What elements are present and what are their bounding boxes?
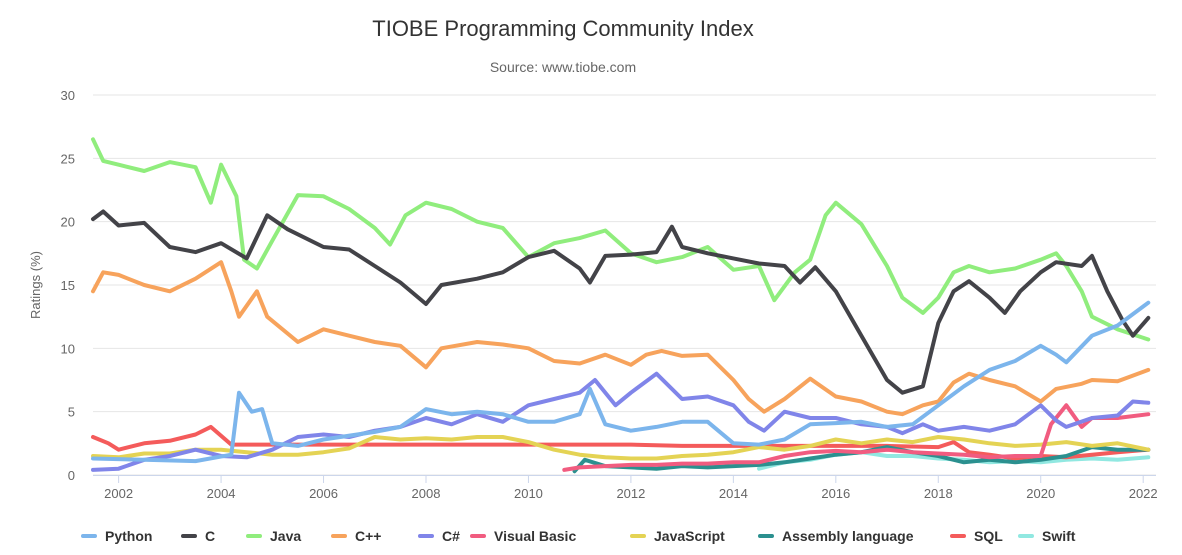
legend-swatch-icon: [758, 534, 774, 538]
x-axis-ticks: 2002 2004 2006 2008 2010 2012 2014 2016 2018 2020…: [93, 475, 1158, 501]
x-tick-label: 2016: [821, 486, 850, 501]
y-axis-ticks: 0 5 10 15 20 25 30: [61, 88, 75, 483]
legend: Python C Java C++ C# Visual Basic JavaScript As…: [0, 522, 1182, 550]
legend-item-c[interactable]: C: [181, 526, 215, 546]
legend-item-assembly-language[interactable]: Assembly language: [758, 526, 914, 546]
legend-swatch-icon: [1018, 534, 1034, 538]
chart-plot: 0 5 10 15 20 25 30 2002 2004 2006 2008 2010 2012 201…: [28, 88, 1158, 501]
series-line-javascript[interactable]: [91, 435, 1151, 461]
x-tick-label: 2004: [207, 486, 236, 501]
legend-swatch-icon: [331, 534, 347, 538]
chart-title: TIOBE Programming Community Index: [372, 16, 754, 41]
y-tick-label: 10: [61, 341, 75, 356]
x-tick-label: 2014: [719, 486, 748, 501]
series-lines: [91, 137, 1151, 474]
series-line-visual-basic[interactable]: [562, 403, 1151, 472]
legend-swatch-icon: [950, 534, 966, 538]
legend-label: C++: [355, 528, 382, 544]
chart-subtitle: Source: www.tiobe.com: [489, 59, 637, 75]
x-tick-label: 2020: [1026, 486, 1055, 501]
legend-swatch-icon: [181, 534, 197, 538]
legend-item-java[interactable]: Java: [246, 526, 301, 546]
x-tick-label: 2006: [309, 486, 338, 501]
y-tick-label: 30: [61, 88, 75, 103]
legend-label: Swift: [1042, 528, 1076, 544]
x-tick-label: 2002: [104, 486, 133, 501]
y-tick-label: 5: [68, 405, 75, 420]
series-line-sql[interactable]: [91, 424, 1151, 461]
series-line-c[interactable]: [91, 260, 1151, 417]
y-axis-label: Ratings (%): [28, 251, 43, 319]
legend-label: Java: [270, 528, 302, 544]
y-tick-label: 15: [61, 278, 75, 293]
series-line-c[interactable]: [91, 371, 1151, 472]
legend-label: Assembly language: [782, 528, 914, 544]
legend-swatch-icon: [470, 534, 486, 538]
gridlines: [93, 94, 1156, 476]
legend-item-javascript[interactable]: JavaScript: [630, 526, 725, 546]
x-tick-label: 2012: [616, 486, 645, 501]
legend-swatch-icon: [81, 534, 97, 538]
legend-swatch-icon: [246, 534, 262, 538]
legend-label: C#: [442, 528, 460, 544]
legend-swatch-icon: [418, 534, 434, 538]
y-tick-label: 20: [61, 215, 75, 230]
legend-swatch-icon: [630, 534, 646, 538]
x-tick-label: 2008: [412, 486, 441, 501]
series-line-python[interactable]: [91, 300, 1151, 464]
legend-item-c[interactable]: C#: [418, 526, 460, 546]
legend-label: C: [205, 528, 216, 544]
legend-item-sql[interactable]: SQL: [950, 526, 1003, 546]
y-tick-label: 0: [68, 468, 75, 483]
legend-item-visual-basic[interactable]: Visual Basic: [470, 526, 576, 546]
x-tick-label: 2018: [924, 486, 953, 501]
series-line-c[interactable]: [91, 209, 1151, 395]
x-tick-label: 2010: [514, 486, 543, 501]
legend-label: Visual Basic: [494, 528, 577, 544]
legend-label: SQL: [974, 528, 1003, 544]
legend-item-swift[interactable]: Swift: [1018, 526, 1075, 546]
series-line-java[interactable]: [91, 137, 1151, 342]
legend-item-python[interactable]: Python: [81, 526, 152, 546]
legend-label: Python: [105, 528, 153, 544]
legend-label: JavaScript: [654, 528, 725, 544]
y-tick-label: 25: [61, 151, 75, 166]
legend-item-c[interactable]: C++: [331, 526, 381, 546]
x-tick-label: 2022: [1129, 486, 1158, 501]
